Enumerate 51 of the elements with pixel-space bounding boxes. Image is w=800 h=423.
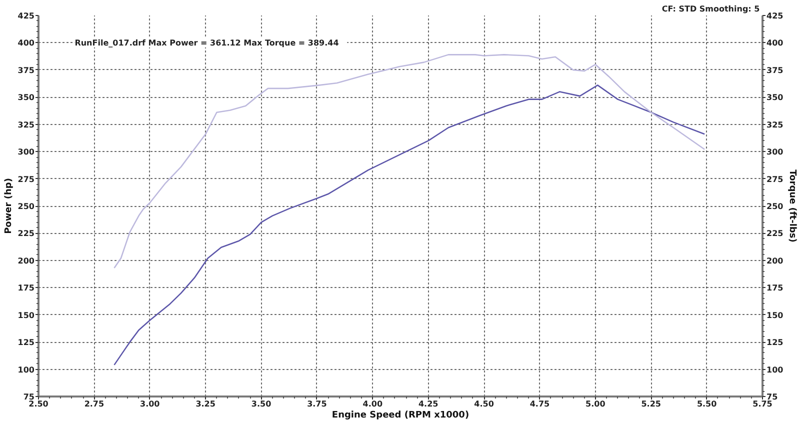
- y2-tick-label: 425: [766, 12, 784, 20]
- x-tick-label: 2.50: [28, 400, 49, 408]
- y-tick-label: 325: [18, 120, 35, 130]
- y-tick-label: 375: [18, 66, 35, 75]
- y-tick-label: 250: [18, 202, 35, 211]
- y-tick-label: 300: [18, 148, 35, 157]
- x-tick-label: 4.50: [474, 400, 494, 408]
- y2-tick-label: 275: [766, 174, 784, 184]
- y2-axis-title: Torque (ft-lbs): [787, 170, 798, 242]
- y2-tick-label: 375: [766, 66, 784, 75]
- y-tick-label: 150: [18, 310, 35, 320]
- y2-tick-label: 400: [766, 38, 784, 48]
- y-tick-label: 400: [18, 38, 35, 48]
- x-tick-label: 5.75: [752, 400, 773, 408]
- y-tick-label: 225: [18, 229, 35, 238]
- y2-tick-label: 250: [766, 202, 784, 211]
- y-tick-label: 275: [18, 174, 35, 184]
- y2-tick-label: 125: [766, 338, 784, 348]
- x-tick-label: 3.75: [307, 400, 328, 408]
- y2-tick-label: 150: [766, 310, 784, 320]
- x-tick-label: 4.75: [530, 400, 550, 408]
- line-series: [114, 54, 706, 269]
- y-axis-title: Power (hp): [4, 178, 14, 234]
- x-tick-label: 3.25: [196, 400, 216, 408]
- y-tick-label: 200: [18, 256, 35, 266]
- annotation: RunFile_017.drf Max Power = 361.12 Max Torque = 389.44: [74, 38, 340, 48]
- y2-tick-label: 300: [766, 148, 784, 157]
- x-tick-label: 4.25: [418, 400, 439, 408]
- y-tick-label: 175: [18, 284, 35, 293]
- y-tick-label: 350: [18, 93, 35, 102]
- x-tick-label: 4.00: [362, 400, 383, 408]
- line-series: [114, 84, 706, 366]
- y2-tick-label: 175: [766, 284, 784, 293]
- x-tick-label: 5.00: [586, 400, 606, 408]
- x-axis-title: Engine Speed (RPM x1000): [332, 410, 470, 420]
- y-tick-label: 125: [18, 338, 35, 348]
- y-tick-label: 100: [18, 365, 35, 374]
- y2-tick-label: 200: [766, 256, 784, 266]
- y2-tick-label: 350: [766, 93, 784, 102]
- text: CF: STD Smoothing: 5: [662, 4, 760, 14]
- x-tick-label: 3.50: [251, 400, 272, 408]
- y2-tick-label: 325: [766, 120, 784, 130]
- x-tick-label: 5.25: [641, 400, 662, 408]
- y2-tick-label: 225: [766, 229, 784, 238]
- x-tick-label: 2.75: [84, 400, 104, 408]
- y-tick-label: 425: [18, 12, 35, 20]
- y-tick-label: 75: [23, 392, 35, 402]
- y2-tick-label: 100: [766, 365, 784, 374]
- x-tick-label: 3.00: [140, 400, 160, 408]
- y2-tick-label: 75: [766, 392, 778, 402]
- x-tick-label: 5.50: [696, 400, 718, 408]
